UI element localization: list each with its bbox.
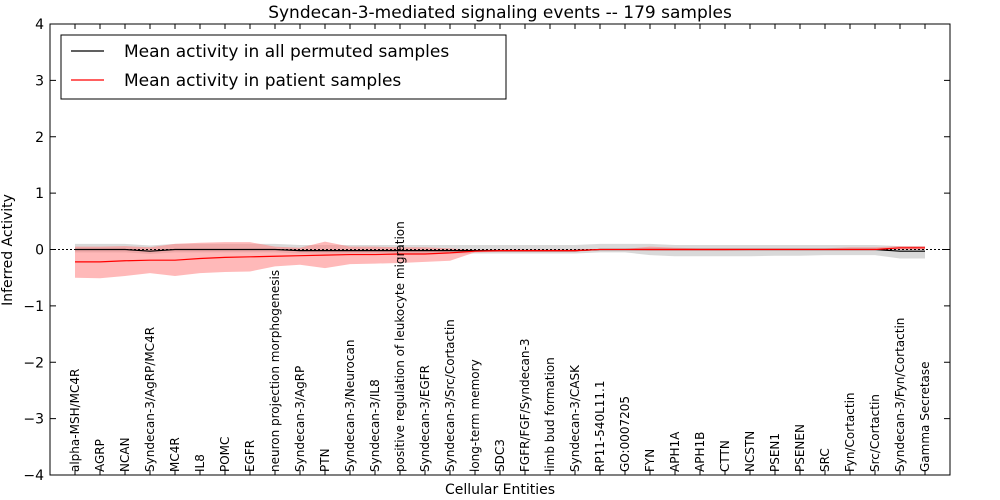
x-category-label: PSEN1 bbox=[768, 433, 782, 472]
x-category-label: NCSTN bbox=[743, 431, 757, 472]
legend-label-permuted: Mean activity in all permuted samples bbox=[124, 42, 449, 62]
x-category-label: Src/Cortactin bbox=[868, 394, 882, 472]
x-category-label: Syndecan-3/CASK bbox=[568, 364, 582, 472]
y-tick-label: −3 bbox=[23, 412, 44, 428]
x-category-label: APH1A bbox=[668, 431, 682, 472]
y-axis-label: Inferred Activity bbox=[0, 194, 16, 306]
x-category-label: Syndecan-3/Neurocan bbox=[343, 340, 357, 472]
x-category-label: limb bud formation bbox=[543, 357, 557, 472]
y-tick-label: −1 bbox=[23, 299, 44, 315]
x-category-label: long-term memory bbox=[468, 359, 482, 472]
x-category-label: POMC bbox=[218, 437, 232, 472]
legend-label-patient: Mean activity in patient samples bbox=[124, 71, 401, 91]
x-category-label: EGFR bbox=[243, 440, 257, 472]
x-category-label: SRC bbox=[818, 448, 832, 472]
y-tick-label: 0 bbox=[35, 243, 44, 259]
y-tick-label: −4 bbox=[23, 468, 44, 484]
chart-title: Syndecan-3-mediated signaling events -- … bbox=[268, 3, 732, 23]
y-tick-label: 2 bbox=[35, 130, 44, 146]
x-category-label: Syndecan-3/Src/Cortactin bbox=[443, 319, 457, 472]
x-category-label: CTTN bbox=[718, 440, 732, 472]
x-category-label: PTN bbox=[318, 448, 332, 472]
x-axis-label: Cellular Entities bbox=[445, 482, 555, 498]
x-category-label: PSENEN bbox=[793, 424, 807, 472]
x-category-label: positive regulation of leukocyte migrati… bbox=[393, 221, 407, 472]
x-category-label: Syndecan-3/Fyn/Cortactin bbox=[893, 318, 907, 472]
x-category-label: neuron projection morphogenesis bbox=[268, 270, 282, 472]
x-category-label: AGRP bbox=[93, 439, 107, 472]
x-category-label: FYN bbox=[643, 449, 657, 472]
x-category-label: FGFR/FGF/Syndecan-3 bbox=[518, 339, 532, 472]
x-category-label: Syndecan-3/EGFR bbox=[418, 365, 432, 472]
x-category-label: Syndecan-3/AgRP bbox=[293, 366, 307, 472]
x-category-label: APH1B bbox=[693, 432, 707, 472]
x-category-label: GO:0007205 bbox=[618, 396, 632, 472]
x-category-label: RP11-540L11.1 bbox=[593, 381, 607, 472]
confidence-band-1 bbox=[75, 241, 925, 279]
x-category-label: Syndecan-3/AgRP/MC4R bbox=[143, 327, 157, 472]
legend: Mean activity in all permuted samples Me… bbox=[60, 34, 507, 100]
x-category-label: Gamma Secretase bbox=[918, 361, 932, 472]
x-category-label: IL8 bbox=[193, 454, 207, 472]
x-category-label: MC4R bbox=[168, 437, 182, 472]
x-category-label: Fyn/Cortactin bbox=[843, 392, 857, 472]
y-tick-label: 1 bbox=[35, 186, 44, 202]
legend-box bbox=[60, 34, 507, 100]
y-tick-label: 4 bbox=[35, 17, 44, 33]
y-tick-label: 3 bbox=[35, 73, 44, 89]
x-category-label: SDC3 bbox=[493, 439, 507, 472]
series-line-1 bbox=[75, 247, 925, 263]
x-category-label: alpha-MSH/MC4R bbox=[68, 369, 82, 472]
x-category-label: Syndecan-3/IL8 bbox=[368, 379, 382, 472]
x-category-label: NCAN bbox=[118, 437, 132, 472]
y-tick-label: −2 bbox=[23, 355, 44, 371]
